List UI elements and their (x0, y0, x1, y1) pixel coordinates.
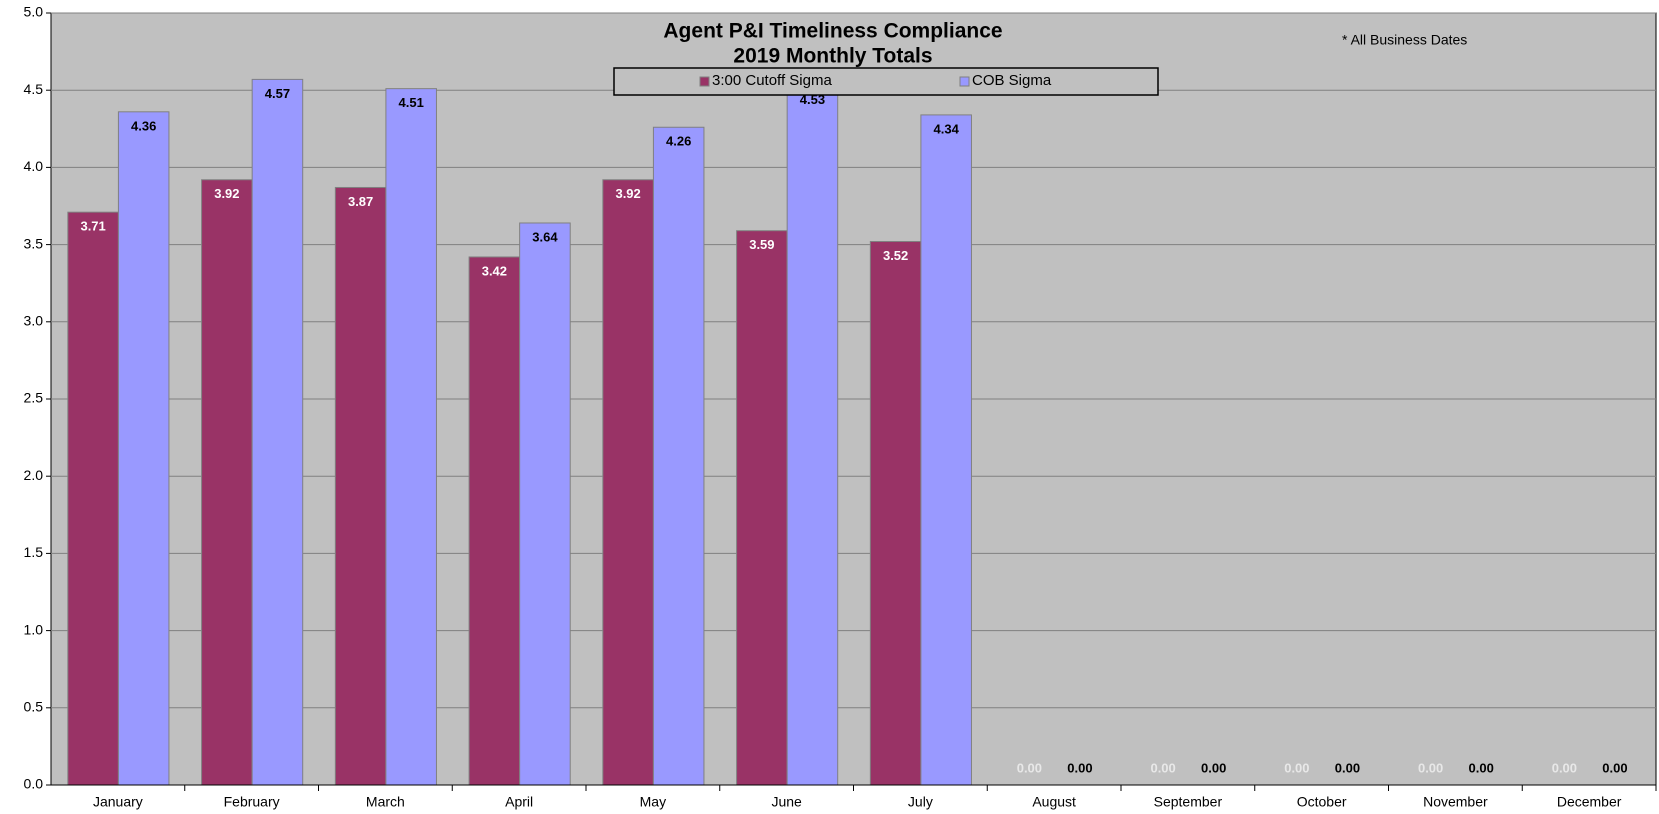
value-label: 0.00 (1469, 760, 1494, 775)
x-tick-label: May (640, 794, 666, 810)
bar (920, 114, 972, 786)
value-label: 3.92 (615, 186, 640, 201)
value-label: 4.53 (800, 92, 825, 107)
chart-subtitle: 2019 Monthly Totals (733, 45, 932, 68)
value-label: 3.59 (749, 237, 774, 252)
bar (468, 256, 521, 786)
bar (869, 241, 922, 786)
bar (652, 126, 705, 786)
bar (385, 88, 437, 786)
bar (602, 179, 654, 786)
value-label: 3.42 (482, 263, 507, 278)
x-tick-label: March (366, 794, 405, 810)
bar (251, 78, 304, 786)
value-label: 0.00 (1552, 760, 1577, 775)
value-label: 0.00 (1150, 760, 1175, 775)
y-tick-label: 1.0 (24, 621, 44, 637)
legend-swatch (959, 76, 970, 87)
value-label: 4.36 (131, 118, 156, 133)
y-tick-label: 0.0 (24, 776, 44, 792)
value-label: 0.00 (1335, 760, 1360, 775)
x-tick-label: December (1557, 794, 1622, 810)
value-label: 3.87 (348, 194, 373, 209)
y-tick-label: 5.0 (24, 4, 44, 20)
legend-label: 3:00 Cutoff Sigma (712, 72, 832, 89)
value-label: 3.52 (883, 248, 908, 263)
y-tick-label: 3.0 (24, 313, 44, 329)
y-tick-label: 4.5 (24, 81, 44, 97)
value-label: 0.00 (1201, 760, 1226, 775)
value-label: 0.00 (1067, 760, 1092, 775)
bar (519, 222, 571, 786)
value-label: 0.00 (1418, 760, 1443, 775)
y-tick-label: 1.5 (24, 544, 44, 560)
value-label: 0.00 (1602, 760, 1627, 775)
value-label: 4.26 (666, 134, 691, 149)
x-tick-label: February (224, 794, 280, 810)
bar (786, 85, 839, 786)
y-tick-label: 4.0 (24, 158, 44, 174)
value-label: 3.64 (532, 229, 558, 244)
value-label: 0.00 (1017, 760, 1042, 775)
value-label: 0.00 (1284, 760, 1309, 775)
chart-title: Agent P&I Timeliness Compliance (663, 20, 1002, 43)
x-tick-label: October (1297, 794, 1347, 810)
x-tick-label: November (1423, 794, 1488, 810)
bar (201, 179, 253, 786)
value-label: 4.34 (934, 121, 960, 136)
x-tick-label: January (93, 794, 143, 810)
bar (736, 230, 788, 786)
legend (613, 67, 1159, 96)
annotation: * All Business Dates (1342, 32, 1467, 48)
x-tick-label: July (908, 794, 933, 810)
legend-label: COB Sigma (972, 72, 1052, 89)
bar (117, 111, 170, 786)
y-tick-label: 2.5 (24, 390, 44, 406)
y-tick-label: 3.5 (24, 235, 44, 251)
value-label: 4.57 (265, 86, 290, 101)
value-label: 3.71 (80, 219, 105, 234)
y-tick-label: 2.0 (24, 467, 44, 483)
value-label: 3.92 (214, 186, 239, 201)
y-tick-label: 0.5 (24, 699, 44, 715)
x-tick-label: August (1032, 794, 1076, 810)
x-tick-label: September (1154, 794, 1223, 810)
bar (334, 186, 387, 786)
value-label: 4.51 (399, 95, 424, 110)
legend-swatch (699, 76, 710, 87)
x-tick-label: April (505, 794, 533, 810)
bar (67, 211, 119, 786)
x-tick-label: June (771, 794, 802, 810)
